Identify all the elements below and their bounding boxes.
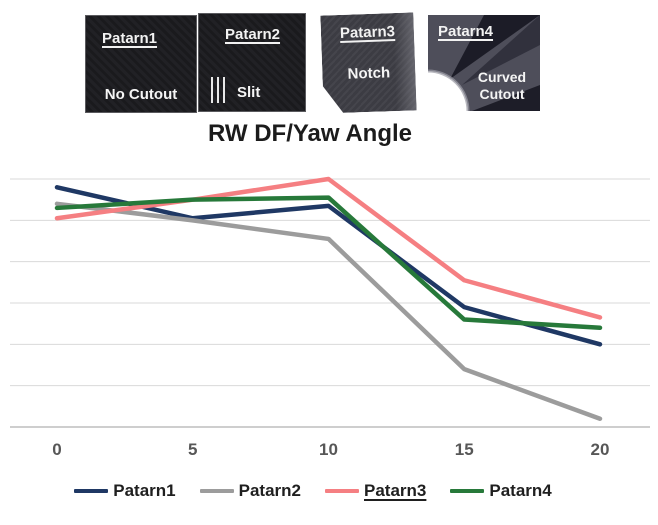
pattern-card-1: Patarn1 No Cutout <box>85 15 197 113</box>
chart-legend: Patarn1 Patarn2 Patarn3 Patarn4 <box>0 481 626 501</box>
pattern2-caption: Slit <box>237 84 261 101</box>
series-line-Patarn3 <box>54 176 603 320</box>
legend-label-Patarn3: Patarn3 <box>364 481 427 500</box>
pattern4-label: Patarn4 <box>438 23 494 40</box>
pattern-card-3: Patarn3 Notch <box>320 12 416 113</box>
legend-item-Patarn4: Patarn4 <box>450 481 552 501</box>
pattern1-caption: No Cutout <box>104 86 178 103</box>
legend-label-Patarn4: Patarn4 <box>489 481 552 500</box>
pattern3-label: Patarn3 <box>339 23 396 42</box>
chart-title: RW DF/Yaw Angle <box>207 120 413 147</box>
legend-item-Patarn3: Patarn3 <box>325 481 426 501</box>
line-chart: 0 5 10 15 20 <box>10 176 650 459</box>
slit-lines-icon <box>211 77 225 103</box>
pattern1-label: Patarn1 <box>102 30 158 47</box>
slit-caption-row: Slit <box>211 77 260 103</box>
legend-item-Patarn2: Patarn2 <box>199 481 301 501</box>
legend-swatch-Patarn3 <box>325 488 359 494</box>
pattern4-caption: Curved Cutout <box>477 69 527 102</box>
curved-cutout-shape <box>428 15 540 111</box>
x-tick-label-0: 0 <box>52 440 61 459</box>
legend-swatch-Patarn4 <box>450 488 485 494</box>
legend-label-Patarn1: Patarn1 <box>113 481 176 500</box>
x-tick-label-15: 15 <box>455 440 474 459</box>
x-tick-label-20: 20 <box>591 440 610 459</box>
x-tick-label-5: 5 <box>188 440 197 459</box>
series-line-Patarn2 <box>54 201 603 421</box>
x-tick-label-10: 10 <box>319 440 338 459</box>
pattern-card-2: Patarn2 Slit <box>198 13 306 112</box>
legend-item-Patarn1: Patarn1 <box>74 481 176 501</box>
pattern-card-4: Patarn4 Curved Cutout <box>428 15 540 111</box>
pattern3-caption: Notch <box>347 64 391 83</box>
pattern2-label: Patarn2 <box>225 26 281 43</box>
legend-swatch-Patarn1 <box>74 488 109 494</box>
series-line-Patarn4 <box>54 195 603 331</box>
legend-label-Patarn2: Patarn2 <box>238 481 301 500</box>
legend-swatch-Patarn2 <box>199 488 234 494</box>
